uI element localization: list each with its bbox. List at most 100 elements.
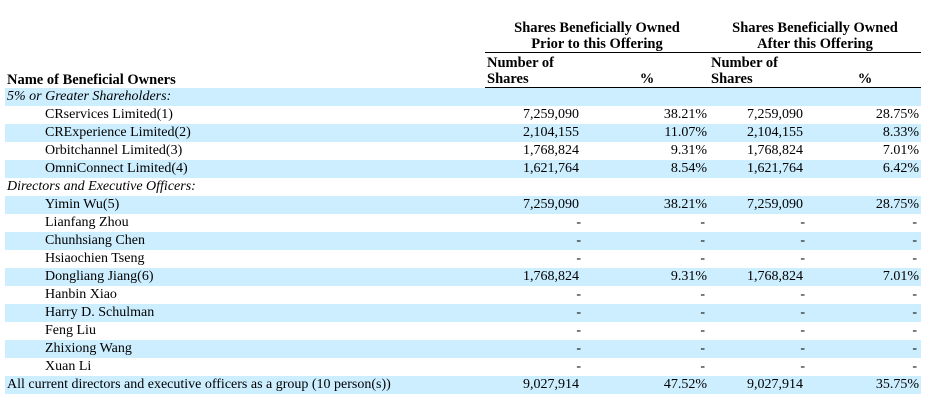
prior-shares-cell bbox=[485, 178, 585, 196]
prior-shares-cell bbox=[485, 87, 585, 106]
prior-shares-cell: - bbox=[485, 232, 585, 250]
after-pct-cell: - bbox=[809, 340, 921, 358]
after-pct-cell: - bbox=[912, 251, 917, 266]
header-row-columns: Name of Beneficial Owners Number of Share… bbox=[5, 52, 921, 88]
after-pct-cell: 8.33% bbox=[809, 124, 921, 142]
prior-pct-cell: - bbox=[700, 359, 705, 374]
owner-name: Yimin Wu(5) bbox=[5, 196, 485, 214]
after-shares-cell: - bbox=[709, 304, 809, 322]
after-shares-cell: 7,259,090 bbox=[747, 107, 803, 122]
group-header-after: Shares Beneficially Owned After this Offe… bbox=[709, 18, 921, 53]
prior-pct-cell: - bbox=[585, 232, 709, 250]
after-pct-cell: 7.01% bbox=[882, 143, 919, 158]
name-column-header: Name of Beneficial Owners bbox=[7, 71, 176, 88]
after-shares-header: Number of Shares bbox=[709, 52, 809, 88]
table-row: Harry D. Schulman - - - - bbox=[5, 304, 921, 322]
after-pct-cell: 6.42% bbox=[809, 160, 921, 178]
owner-name: Feng Liu bbox=[45, 323, 96, 338]
prior-shares-cell: - bbox=[576, 215, 581, 230]
after-shares-cell: - bbox=[709, 232, 809, 250]
after-pct-cell: 35.75% bbox=[809, 376, 921, 394]
prior-shares-cell: 1,621,764 bbox=[485, 160, 585, 178]
after-pct-cell: 7.01% bbox=[809, 268, 921, 286]
prior-pct-cell: 9.31% bbox=[585, 268, 709, 286]
owner-name: Zhixiong Wang bbox=[5, 340, 485, 358]
after-shares-cell: 2,104,155 bbox=[709, 124, 809, 142]
after-pct-cell: - bbox=[912, 323, 917, 338]
prior-shares-cell: - bbox=[576, 287, 581, 302]
after-shares-cell: - bbox=[800, 323, 805, 338]
prior-pct-header: % bbox=[585, 52, 709, 88]
prior-pct-cell: 9.31% bbox=[670, 143, 707, 158]
prior-pct-cell: - bbox=[700, 287, 705, 302]
owner-name: Xuan Li bbox=[45, 359, 92, 374]
after-shares-cell: - bbox=[800, 359, 805, 374]
after-pct-cell: - bbox=[912, 287, 917, 302]
owner-name: CRservices Limited(1) bbox=[45, 107, 173, 122]
after-shares-cell: - bbox=[800, 287, 805, 302]
prior-shares-header: Number of Shares bbox=[485, 52, 585, 88]
prior-pct-cell: 38.21% bbox=[663, 107, 707, 122]
prior-pct-cell: 47.52% bbox=[585, 376, 709, 394]
after-pct-cell bbox=[809, 178, 921, 196]
after-pct-header: % bbox=[809, 52, 921, 88]
owner-name: Orbitchannel Limited(3) bbox=[45, 143, 183, 158]
prior-pct-cell bbox=[585, 178, 709, 196]
table-row: Xuan Li - - - - bbox=[5, 358, 921, 376]
prior-shares-cell: - bbox=[576, 359, 581, 374]
owner-name: Harry D. Schulman bbox=[5, 304, 485, 322]
after-pct-cell: - bbox=[809, 232, 921, 250]
beneficial-ownership-table: Shares Beneficially Owned Prior to this O… bbox=[5, 18, 921, 394]
owner-name: Chunhsiang Chen bbox=[5, 232, 485, 250]
owner-name: All current directors and executive offi… bbox=[5, 376, 485, 394]
after-shares-cell: 1,768,824 bbox=[747, 143, 803, 158]
after-pct-cell: 28.75% bbox=[875, 107, 919, 122]
header-row-groups: Shares Beneficially Owned Prior to this O… bbox=[5, 18, 921, 53]
prior-pct-cell: - bbox=[585, 304, 709, 322]
owner-name: 5% or Greater Shareholders: bbox=[5, 87, 485, 106]
table-row: CRservices Limited(1) 7,259,090 38.21% 7,25… bbox=[5, 106, 921, 124]
table-row: Lianfang Zhou - - - - bbox=[5, 214, 921, 232]
section-row: Directors and Executive Officers: bbox=[5, 178, 921, 196]
after-shares-cell: 1,768,824 bbox=[709, 268, 809, 286]
prior-shares-cell: 7,259,090 bbox=[523, 107, 579, 122]
prior-shares-cell: - bbox=[576, 323, 581, 338]
table-row: Yimin Wu(5) 7,259,090 38.21% 7,259,090 28.75… bbox=[5, 196, 921, 214]
prior-shares-cell: - bbox=[485, 304, 585, 322]
prior-shares-cell: 7,259,090 bbox=[485, 196, 585, 214]
owner-name: Directors and Executive Officers: bbox=[7, 179, 196, 194]
owner-name: Dongliang Jiang(6) bbox=[5, 268, 485, 286]
owner-name: OmniConnect Limited(4) bbox=[5, 160, 485, 178]
after-shares-cell bbox=[709, 178, 809, 196]
table-row: OmniConnect Limited(4) 1,621,764 8.54% 1,62… bbox=[5, 160, 921, 178]
prior-pct-cell: - bbox=[700, 323, 705, 338]
prior-shares-cell: 9,027,914 bbox=[485, 376, 585, 394]
after-shares-cell: - bbox=[709, 340, 809, 358]
owner-name: CRExperience Limited(2) bbox=[5, 124, 485, 142]
after-shares-cell: 9,027,914 bbox=[709, 376, 809, 394]
prior-shares-cell: - bbox=[576, 251, 581, 266]
after-pct-cell: - bbox=[912, 359, 917, 374]
after-shares-cell: - bbox=[800, 215, 805, 230]
prior-pct-cell: 38.21% bbox=[585, 196, 709, 214]
table-row: Dongliang Jiang(6) 1,768,824 9.31% 1,768,82… bbox=[5, 268, 921, 286]
prior-shares-cell: 2,104,155 bbox=[485, 124, 585, 142]
prior-pct-cell: - bbox=[700, 251, 705, 266]
total-row: All current directors and executive offi… bbox=[5, 376, 921, 394]
table-row: Zhixiong Wang - - - - bbox=[5, 340, 921, 358]
prior-shares-cell: 1,768,824 bbox=[523, 143, 579, 158]
prior-pct-cell: - bbox=[585, 340, 709, 358]
group-header-prior: Shares Beneficially Owned Prior to this O… bbox=[485, 18, 709, 53]
after-shares-cell: 7,259,090 bbox=[709, 196, 809, 214]
table-row: CRExperience Limited(2) 2,104,155 11.07% 2,… bbox=[5, 124, 921, 142]
after-pct-cell bbox=[809, 87, 921, 106]
table-row: Feng Liu - - - - bbox=[5, 322, 921, 340]
prior-pct-cell: 8.54% bbox=[585, 160, 709, 178]
prior-pct-cell: - bbox=[700, 215, 705, 230]
prior-shares-cell: 1,768,824 bbox=[485, 268, 585, 286]
table-row: Chunhsiang Chen - - - - bbox=[5, 232, 921, 250]
owner-name: Hanbin Xiao bbox=[45, 287, 117, 302]
owner-name: Lianfang Zhou bbox=[45, 215, 129, 230]
after-shares-cell: - bbox=[800, 251, 805, 266]
